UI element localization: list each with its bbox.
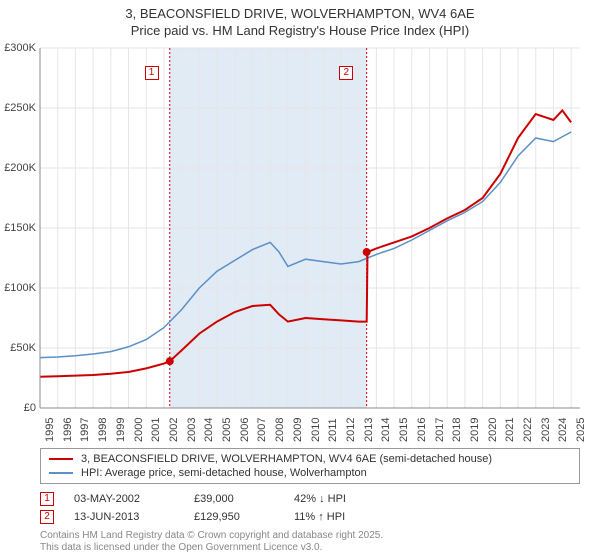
annotations: 1 03-MAY-2002 £39,000 42% ↓ HPI 2 13-JUN…: [40, 490, 580, 526]
annotation-date-2: 13-JUN-2013: [74, 511, 174, 523]
annotation-date-1: 03-MAY-2002: [74, 493, 174, 505]
xtick-label: 2025: [575, 418, 587, 442]
legend-swatch-hpi: [49, 472, 73, 474]
footer-line2: This data is licensed under the Open Gov…: [40, 542, 580, 554]
xtick-label: 2011: [327, 418, 339, 442]
xtick-label: 2004: [203, 418, 215, 442]
legend-row-hpi: HPI: Average price, semi-detached house,…: [49, 466, 571, 480]
xtick-label: 1998: [97, 418, 109, 442]
xtick-label: 2018: [451, 418, 463, 442]
marker-label-2: 2: [339, 66, 353, 80]
ytick-label: £300K: [4, 42, 36, 54]
plot-area: 12: [40, 48, 580, 408]
annotation-price-2: £129,950: [194, 511, 274, 523]
title-line1: 3, BEACONSFIELD DRIVE, WOLVERHAMPTON, WV…: [0, 6, 600, 23]
xtick-label: 2003: [186, 418, 198, 442]
xtick-label: 2000: [133, 418, 145, 442]
xtick-label: 2010: [310, 418, 322, 442]
xtick-label: 2017: [434, 418, 446, 442]
chart-container: 3, BEACONSFIELD DRIVE, WOLVERHAMPTON, WV…: [0, 0, 600, 560]
xtick-label: 2014: [380, 418, 392, 442]
xtick-label: 2002: [168, 418, 180, 442]
xtick-label: 2008: [274, 418, 286, 442]
x-axis-labels: 1995 1996 1997 1998 1999 2000 2001 2002 2003 2004…: [40, 410, 580, 450]
legend-label-property: 3, BEACONSFIELD DRIVE, WOLVERHAMPTON, WV…: [81, 453, 492, 465]
ytick-label: £200K: [4, 162, 36, 174]
xtick-label: 2024: [557, 418, 569, 442]
footer-line1: Contains HM Land Registry data © Crown c…: [40, 530, 580, 542]
xtick-label: 2007: [256, 418, 268, 442]
xtick-label: 2016: [416, 418, 428, 442]
legend-swatch-property: [49, 458, 73, 460]
title-line2: Price paid vs. HM Land Registry's House …: [0, 23, 600, 40]
ytick-label: £100K: [4, 282, 36, 294]
annotation-marker-2: 2: [40, 510, 54, 524]
xtick-label: 2006: [239, 418, 251, 442]
xtick-label: 1997: [79, 418, 91, 442]
xtick-label: 1999: [115, 418, 127, 442]
xtick-label: 1995: [44, 418, 56, 442]
xtick-label: 2022: [522, 418, 534, 442]
ytick-label: £150K: [4, 222, 36, 234]
annotation-row-1: 1 03-MAY-2002 £39,000 42% ↓ HPI: [40, 490, 580, 508]
xtick-label: 2019: [469, 418, 481, 442]
ytick-label: £250K: [4, 102, 36, 114]
chart-svg: [40, 48, 580, 408]
y-axis-labels: £0£50K£100K£150K£200K£250K£300K: [0, 48, 38, 408]
annotation-row-2: 2 13-JUN-2013 £129,950 11% ↑ HPI: [40, 508, 580, 526]
annotation-hpi-2: 11% ↑ HPI: [294, 511, 374, 523]
marker-label-1: 1: [145, 66, 159, 80]
legend-label-hpi: HPI: Average price, semi-detached house,…: [81, 467, 367, 479]
ytick-label: £50K: [10, 342, 36, 354]
annotation-marker-1: 1: [40, 492, 54, 506]
xtick-label: 2012: [345, 418, 357, 442]
xtick-label: 2015: [398, 418, 410, 442]
xtick-label: 2013: [363, 418, 375, 442]
xtick-label: 2001: [150, 418, 162, 442]
footer: Contains HM Land Registry data © Crown c…: [40, 530, 580, 554]
legend-row-property: 3, BEACONSFIELD DRIVE, WOLVERHAMPTON, WV…: [49, 452, 571, 466]
xtick-label: 1996: [62, 418, 74, 442]
xtick-label: 2023: [540, 418, 552, 442]
annotation-price-1: £39,000: [194, 493, 274, 505]
xtick-label: 2005: [221, 418, 233, 442]
annotation-hpi-1: 42% ↓ HPI: [294, 493, 374, 505]
xtick-label: 2021: [504, 418, 516, 442]
title-block: 3, BEACONSFIELD DRIVE, WOLVERHAMPTON, WV…: [0, 0, 600, 40]
xtick-label: 2009: [292, 418, 304, 442]
ytick-label: £0: [24, 402, 36, 414]
legend: 3, BEACONSFIELD DRIVE, WOLVERHAMPTON, WV…: [40, 448, 580, 484]
xtick-label: 2020: [487, 418, 499, 442]
